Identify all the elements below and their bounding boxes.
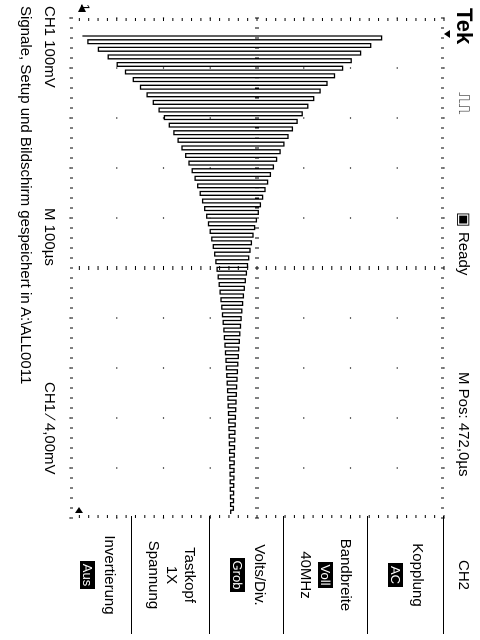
- trigger-level-arrow-icon: [75, 507, 83, 513]
- menu-title: CH2: [455, 559, 472, 590]
- kopplung-label: Kopplung: [409, 543, 426, 607]
- invert-value: Aus: [80, 560, 95, 590]
- status-message: Signale, Setup und Bildschirm gespeicher…: [17, 6, 34, 385]
- menu-kopplung[interactable]: Kopplung AC: [386, 510, 426, 640]
- volts-value: Grob: [230, 557, 245, 593]
- timebase: M 100µs: [41, 208, 58, 266]
- volts-label: Volts/Div.: [251, 544, 268, 606]
- menu-bandbreite[interactable]: Bandbreite Voll 40MHz: [296, 510, 354, 640]
- menu-volts-div[interactable]: Volts/Div. Grob: [228, 510, 268, 640]
- ch1-scale: CH1 100mV: [41, 6, 58, 88]
- bandbreite-sub: 40MHz: [297, 551, 314, 599]
- tastkopf-label: Tastkopf: [181, 547, 198, 603]
- menu-invertierung[interactable]: Invertierung Aus: [78, 510, 118, 640]
- channel-menu: CH2 Kopplung AC Bandbreite Voll 40MHz Vo…: [0, 510, 480, 640]
- ch1-marker-label: 1: [78, 4, 92, 11]
- trigger-info: CH1 ∕ 4,00mV: [41, 382, 58, 475]
- invert-label: Invertierung: [101, 535, 118, 615]
- ch1-ground-marker: [78, 4, 86, 12]
- menu-tastkopf[interactable]: Tastkopf 1X Spannung: [144, 510, 198, 640]
- trigger-position-arrow-icon: [444, 30, 450, 38]
- tastkopf-value: 1X: [163, 565, 180, 585]
- bandbreite-value: Voll: [318, 561, 333, 589]
- bandbreite-label: Bandbreite: [337, 538, 354, 612]
- kopplung-value: AC: [388, 562, 403, 588]
- ch1-trace: [82, 35, 383, 514]
- tastkopf-sub: Spannung: [145, 540, 162, 610]
